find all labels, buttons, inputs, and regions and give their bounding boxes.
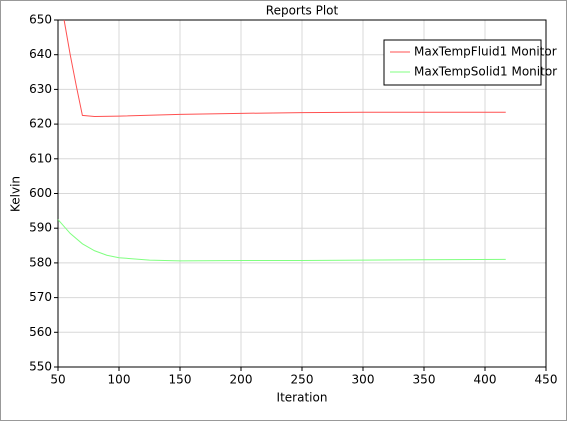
x-tick-label: 200 [230, 373, 253, 387]
x-tick-label: 300 [352, 373, 375, 387]
y-tick-label: 570 [29, 290, 52, 304]
y-tick-label: 600 [29, 186, 52, 200]
y-tick-label: 630 [29, 82, 52, 96]
y-tick-label: 590 [29, 221, 52, 235]
x-tick-label: 250 [291, 373, 314, 387]
y-tick-label: 620 [29, 117, 52, 131]
y-axis-label: Kelvin [9, 176, 23, 212]
x-tick-label: 450 [535, 373, 558, 387]
legend-label: MaxTempSolid1 Monitor [414, 65, 557, 79]
y-tick-label: 550 [29, 360, 52, 374]
series-line [57, 219, 506, 262]
x-tick-label: 350 [413, 373, 436, 387]
legend-label: MaxTempFluid1 Monitor [414, 45, 557, 59]
x-axis-label: Iteration [277, 391, 328, 405]
x-tick-label: 400 [474, 373, 497, 387]
y-tick-label: 640 [29, 47, 52, 61]
y-tick-label: 610 [29, 151, 52, 165]
x-tick-label: 50 [50, 373, 65, 387]
y-tick-label: 560 [29, 325, 52, 339]
chart-title: Reports Plot [266, 4, 339, 18]
x-tick-label: 150 [169, 373, 192, 387]
x-tick-label: 100 [108, 373, 131, 387]
y-tick-label: 580 [29, 255, 52, 269]
plot-border [57, 19, 547, 368]
series-line [63, 19, 506, 117]
legend-box [383, 39, 542, 86]
y-tick-label: 650 [29, 13, 52, 27]
